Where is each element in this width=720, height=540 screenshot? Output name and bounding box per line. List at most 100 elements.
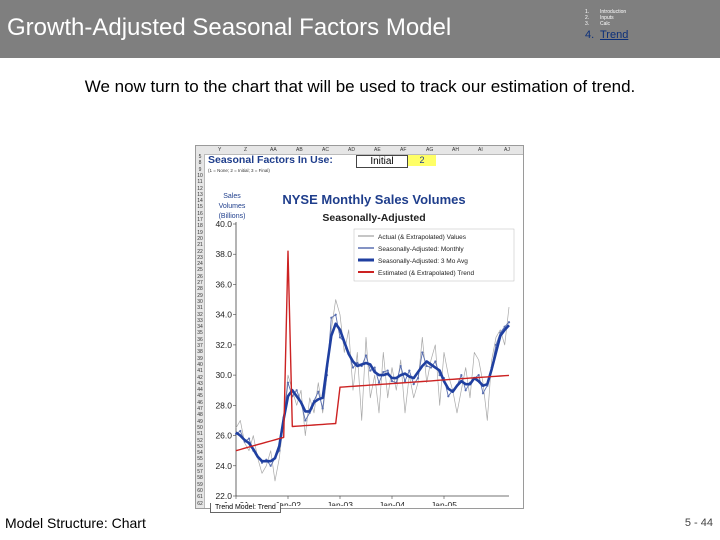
nav-item-label: Inputs (600, 15, 614, 21)
seasonal-factors-title: Seasonal Factors In Use: (208, 154, 333, 166)
column-header: Y (218, 147, 222, 153)
column-header: AG (426, 147, 434, 153)
column-header: AH (452, 147, 459, 153)
column-header: AE (374, 147, 381, 153)
column-header: AI (478, 147, 483, 153)
nav-item-number: 3. (585, 21, 590, 27)
row-header: 53 (197, 443, 203, 450)
nav-item-number: 2. (585, 15, 590, 21)
row-header: 35 (197, 330, 203, 337)
row-header: 62 (197, 500, 203, 507)
y-axis-label: Sales (223, 193, 241, 200)
row-header: 12 (197, 185, 203, 192)
column-header: Z (244, 147, 248, 153)
x-tick-label: Jan-04 (379, 500, 405, 506)
row-header: 34 (197, 324, 203, 331)
slide-subtitle: We now turn to the chart that will be us… (84, 77, 636, 96)
sheet-tab-trend[interactable]: Trend Model: Trend (210, 503, 281, 513)
row-header: 27 (197, 280, 203, 286)
series-line-4 (235, 250, 510, 452)
seasonal-factors-number[interactable]: 2 (408, 155, 436, 166)
column-header: AC (322, 147, 329, 153)
row-header: 20 (197, 235, 203, 242)
row-header: 58 (197, 475, 203, 482)
row-header: 54 (197, 450, 203, 457)
series-point (464, 389, 467, 392)
row-header: 41 (197, 368, 203, 375)
column-header: AF (400, 147, 407, 153)
row-header: 45 (197, 393, 203, 400)
y-tick-label: 32.0 (215, 340, 232, 350)
row-header: 10 (197, 172, 203, 179)
series-point (477, 374, 480, 377)
legend-label: Actual (& Extrapolated) Values (378, 234, 467, 241)
row-header: 11 (197, 179, 203, 186)
row-header: 5 (198, 154, 202, 160)
series-point (286, 381, 290, 384)
row-header: 38 (197, 349, 203, 356)
row-header: 40 (197, 361, 203, 368)
row-header: 48 (197, 412, 203, 419)
y-tick-label: 22.0 (215, 491, 232, 501)
nav-item-introduction[interactable]: 1. Introduction (585, 9, 628, 15)
legend-label: Estimated (& Extrapolated) Trend (378, 270, 474, 277)
nav-item-calc[interactable]: 3. Calc (585, 21, 628, 27)
legend-label: Seasonally-Adjusted: Monthly (378, 246, 464, 253)
series-point (460, 374, 463, 377)
row-header: 26 (197, 273, 203, 280)
series-point (416, 377, 420, 380)
section-nav: 1. Introduction 2. Inputs 3. Calc 4. Trend (585, 9, 628, 42)
row-header: 55 (197, 456, 203, 463)
row-header: 37 (197, 343, 203, 349)
y-tick-label: 36.0 (215, 279, 232, 289)
row-header: 42 (197, 374, 203, 381)
series-point (304, 419, 307, 422)
slide-title: Growth-Adjusted Seasonal Factors Model (7, 14, 452, 41)
row-header: 59 (197, 481, 203, 488)
series-point (386, 369, 389, 372)
series-point (425, 364, 428, 368)
series-point (481, 392, 485, 395)
series-point (434, 360, 437, 363)
row-header: 32 (197, 311, 203, 318)
row-header: 50 (197, 424, 203, 431)
y-tick-label: 40.0 (215, 219, 232, 229)
series-point (321, 407, 324, 410)
row-header: 44 (197, 387, 203, 394)
row-header: 8 (198, 160, 202, 167)
series-point (390, 380, 394, 383)
row-header: 16 (197, 210, 203, 217)
series-line-2 (235, 314, 510, 467)
y-tick-label: 26.0 (215, 431, 232, 441)
y-axis-label: (Billions) (219, 213, 246, 220)
row-header: 33 (197, 317, 203, 324)
x-tick-label: Jan-03 (327, 500, 353, 506)
chart-title: NYSE Monthly Sales Volumes (282, 192, 465, 207)
series-point (447, 395, 450, 398)
series-point (330, 316, 333, 319)
row-header: 17 (197, 217, 203, 223)
nav-item-inputs[interactable]: 2. Inputs (585, 15, 628, 21)
series-point (351, 366, 355, 369)
seasonal-factors-dropdown[interactable]: Initial (356, 155, 408, 168)
row-header: 25 (197, 267, 203, 274)
series-point (377, 381, 381, 384)
series-point (239, 429, 242, 433)
page-number: 5 - 44 (684, 517, 713, 529)
series-point (503, 325, 506, 328)
row-header: 21 (197, 242, 203, 249)
column-header: AA (270, 147, 277, 153)
series-point (421, 351, 424, 354)
series-point (334, 313, 337, 316)
row-header: 14 (197, 198, 203, 205)
nav-item-trend[interactable]: 4. Trend (585, 28, 628, 42)
chart-subtitle: Seasonally-Adjusted (322, 212, 425, 224)
row-header: 30 (197, 298, 203, 305)
row-header: 29 (197, 292, 203, 299)
row-header: 57 (197, 469, 203, 475)
x-tick-label: Jan-05 (431, 500, 457, 506)
header-bar: Growth-Adjusted Seasonal Factors Model 1… (0, 0, 720, 58)
series-point (247, 437, 251, 440)
legend-label: Seasonally-Adjusted: 3 Mo Avg (378, 258, 468, 265)
legend-box (353, 228, 515, 282)
